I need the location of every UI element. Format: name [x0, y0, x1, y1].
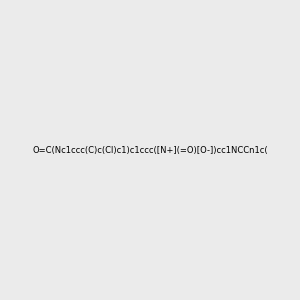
Text: O=C(Nc1ccc(C)c(Cl)c1)c1ccc([N+](=O)[O-])cc1NCCn1c(: O=C(Nc1ccc(C)c(Cl)c1)c1ccc([N+](=O)[O-])… — [32, 146, 268, 154]
